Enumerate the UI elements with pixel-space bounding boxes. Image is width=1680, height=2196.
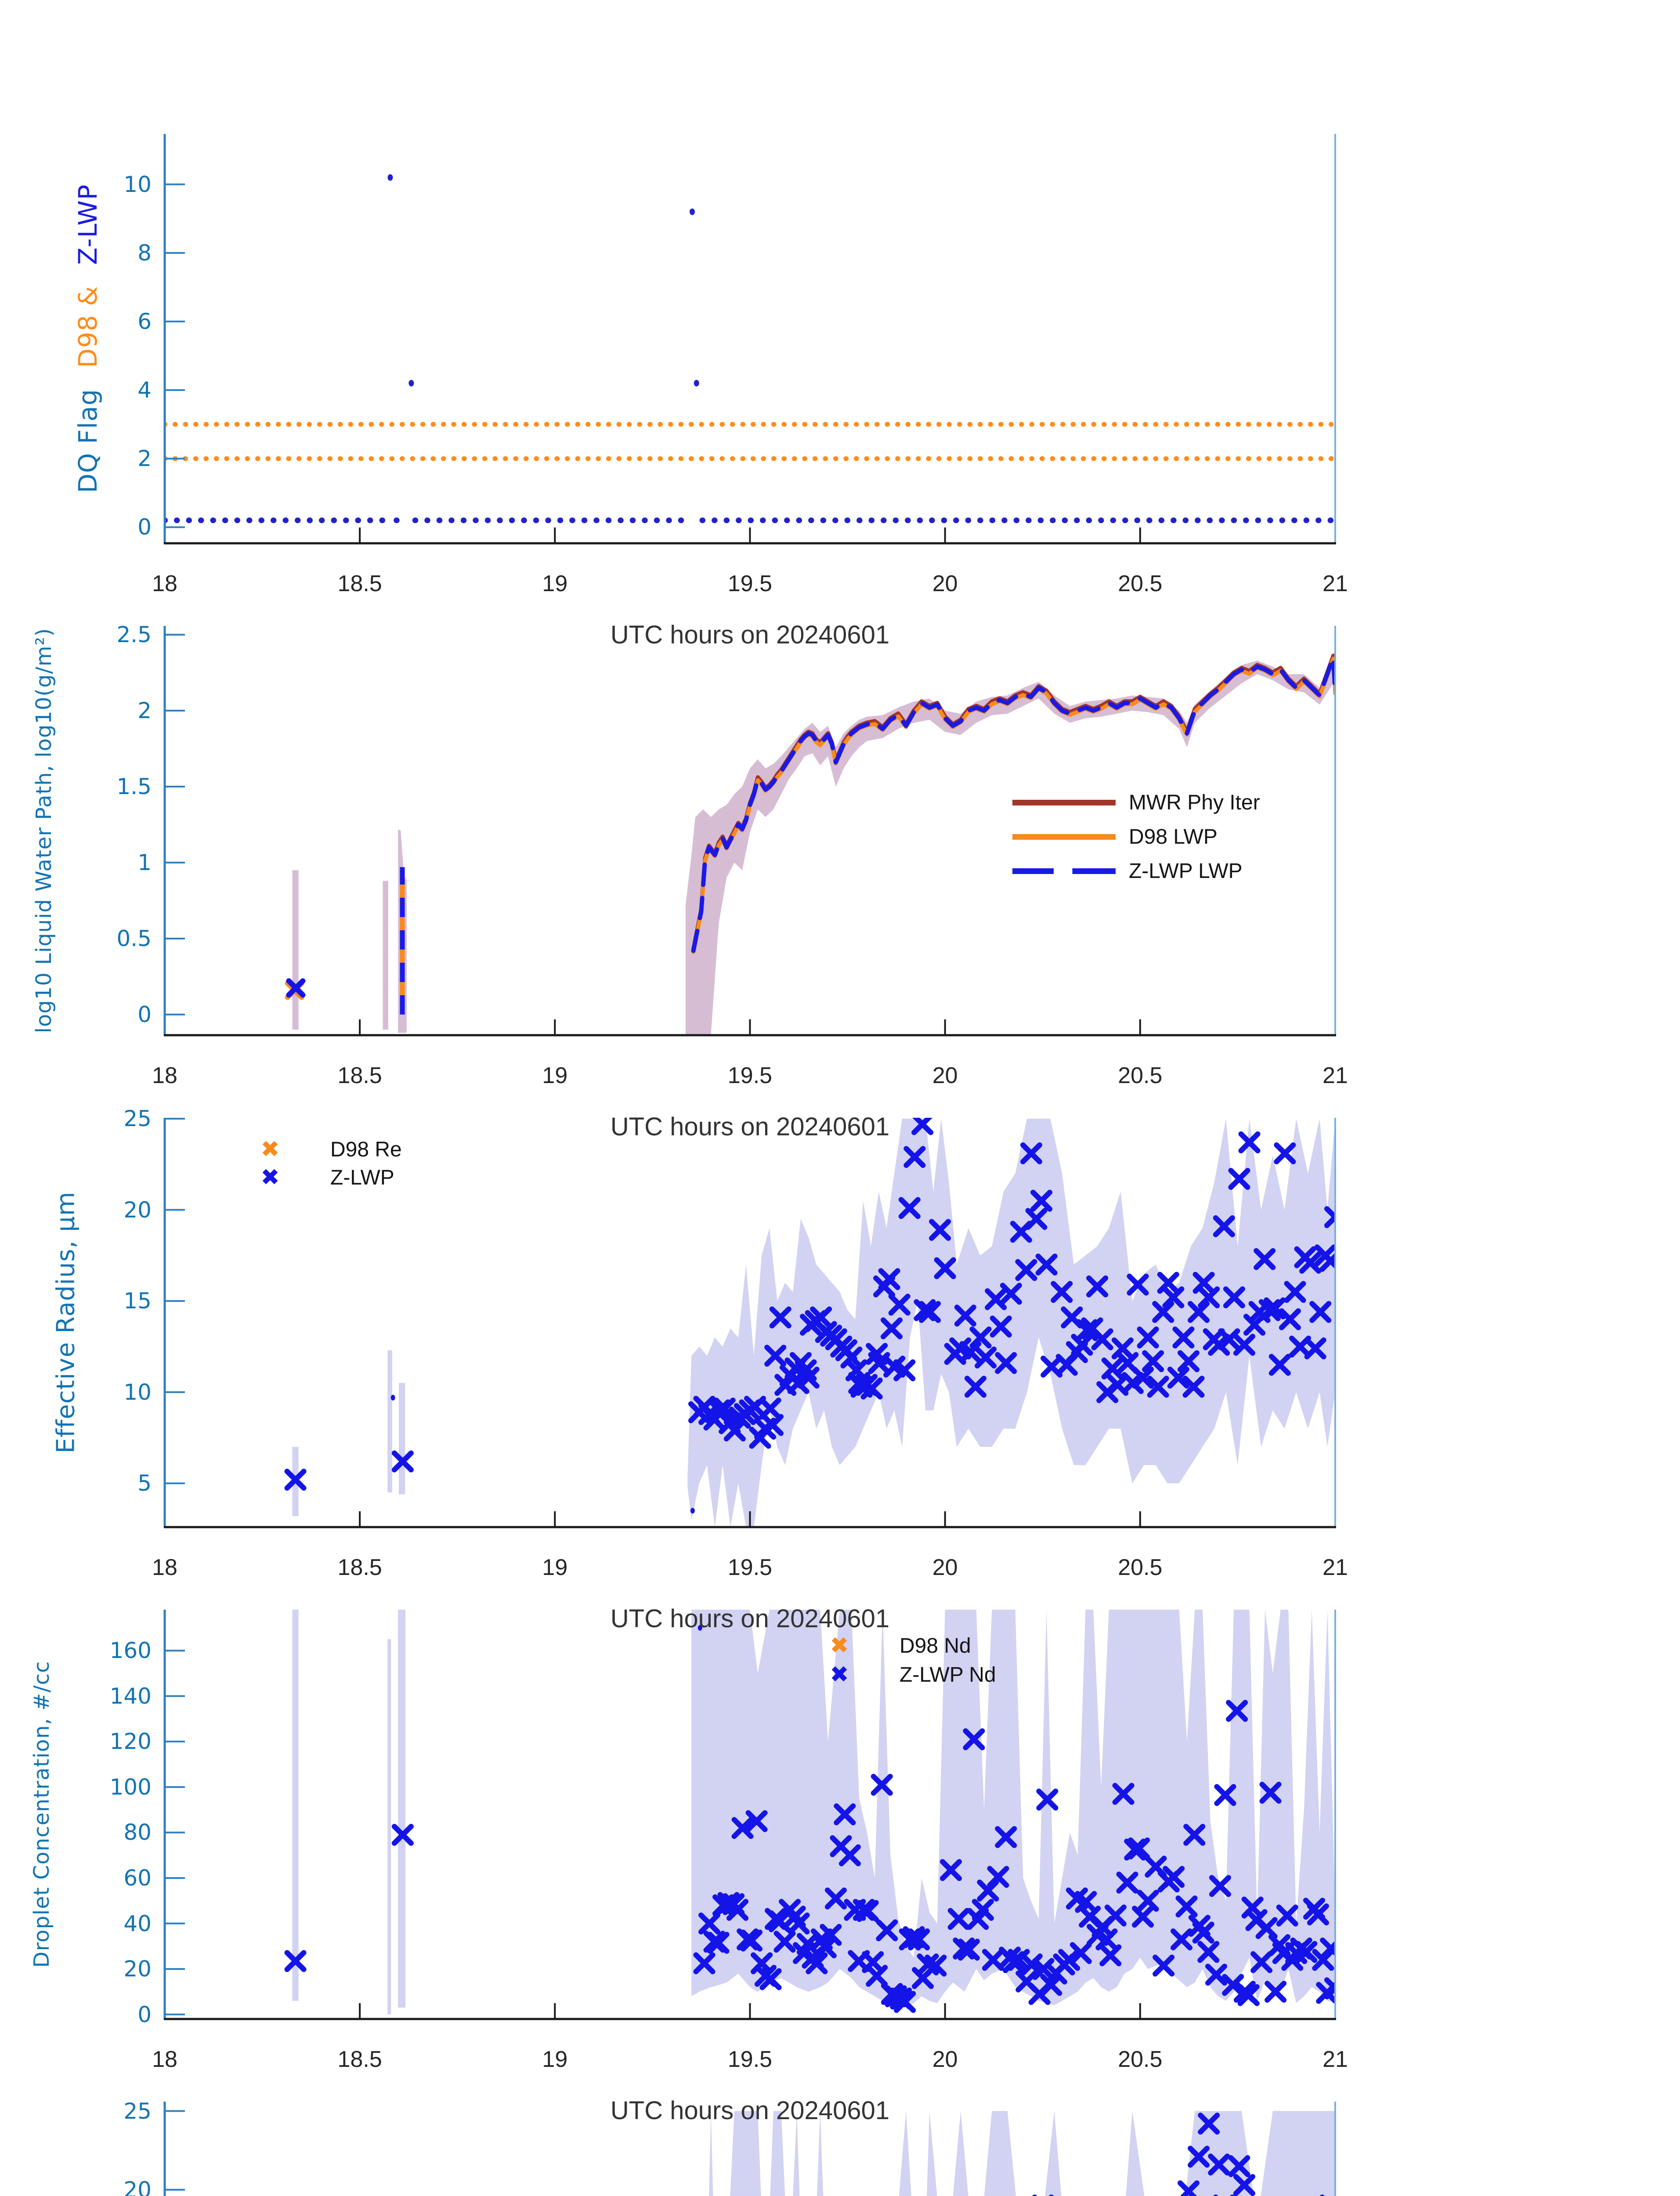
ylabel-part-d98: D98 &	[73, 285, 103, 368]
x-tick-label: 19.5	[727, 1063, 773, 1088]
y-tick-label: 15	[123, 1288, 152, 1314]
x-tick-label: 18.5	[337, 1555, 382, 1580]
x-tick-label: 20.5	[1118, 1555, 1163, 1580]
x-tick-label: 20.5	[1118, 571, 1163, 596]
legend-label: D98 Re	[330, 1138, 402, 1161]
legend-item-d98-nd: ✖ D98 Nd	[828, 1631, 996, 1660]
y-tick-label: 120	[109, 1729, 152, 1755]
legend-swatch-x-marker-zlwp: ✖	[830, 1661, 849, 1688]
legend-label: D98 Nd	[900, 1634, 971, 1658]
legend-effective-radius: ✖ D98 Re ✖ Z-LWP	[259, 1135, 402, 1192]
legend-item-mwr-phy-iter: MWR Phy Iter	[1012, 785, 1260, 820]
x-tick-label: 21	[1322, 1555, 1348, 1580]
legend-label: MWR Phy Iter	[1129, 791, 1260, 814]
legend-lwp: MWR Phy Iter D98 LWP Z-LWP LWP	[1012, 785, 1260, 888]
legend-item-zlwp: ✖ Z-LWP	[259, 1163, 402, 1192]
x-tick-label: 19	[542, 571, 568, 596]
y-tick-label: 0	[137, 1001, 152, 1027]
x-tick-label: 20	[932, 1555, 958, 1580]
y-tick-label: 25	[123, 1106, 152, 1132]
y-axis-label-effective-radius: Effective Radius, μm	[52, 1185, 80, 1460]
legend-swatch-dashed-line-zlwp	[1012, 868, 1116, 874]
y-tick-label: 5	[137, 1470, 152, 1496]
legend-label: D98 LWP	[1129, 825, 1218, 849]
y-tick-label: 10	[123, 171, 152, 197]
y-tick-label: 6	[137, 308, 152, 334]
y-tick-label: 10	[123, 1379, 152, 1405]
x-axis-label: UTC hours on 20240601	[610, 1112, 890, 1141]
y-tick-label: 4	[137, 377, 152, 403]
y-tick-label: 2	[137, 698, 152, 724]
y-tick-label: 20	[123, 1197, 152, 1223]
y-tick-label: 100	[109, 1774, 152, 1800]
y-tick-label: 160	[109, 1638, 152, 1664]
legend-item-zlwp-nd: ✖ Z-LWP Nd	[828, 1660, 996, 1689]
x-tick-label: 20	[932, 1063, 958, 1088]
y-tick-label: 1.5	[116, 774, 152, 800]
ylabel-part-dq-flag: DQ Flag	[73, 389, 103, 493]
x-tick-label: 19	[542, 1063, 568, 1088]
x-tick-label: 20.5	[1118, 2047, 1163, 2072]
ylabel-text: Effective Radius, μm	[51, 1191, 80, 1454]
x-tick-label: 18	[152, 571, 177, 596]
x-tick-label: 20	[932, 2047, 958, 2072]
y-tick-label: 40	[123, 1911, 152, 1936]
y-tick-label: 8	[137, 240, 152, 266]
y-tick-label: 80	[123, 1820, 152, 1846]
legend-swatch-x-marker-d98: ✖	[830, 1633, 849, 1659]
x-axis-label: UTC hours on 20240601	[610, 1604, 890, 1633]
legend-label: Z-LWP LWP	[1129, 859, 1243, 883]
y-axis-label-dq-flag: DQ Flag D98 & Z-LWP	[73, 178, 103, 499]
legend-item-zlwp-lwp: Z-LWP LWP	[1012, 854, 1260, 888]
ylabel-text: Droplet Concentration, #/cc	[29, 1661, 54, 1968]
legend-swatch-line-mwr	[1012, 799, 1116, 805]
y-axis-label-droplet-concentration: Droplet Concentration, #/cc	[29, 1655, 54, 1974]
x-tick-label: 19.5	[727, 1555, 773, 1580]
x-tick-label: 18.5	[337, 571, 382, 596]
x-tick-label: 18.5	[337, 2047, 382, 2072]
y-tick-label: 20	[123, 1956, 152, 1982]
legend-label: Z-LWP Nd	[900, 1663, 996, 1687]
y-tick-label: 60	[123, 1865, 152, 1891]
x-tick-label: 19	[542, 1555, 568, 1580]
legend-item-d98-lwp: D98 LWP	[1012, 820, 1260, 854]
x-tick-label: 18	[152, 1063, 177, 1088]
y-tick-label: 0.5	[116, 925, 152, 951]
y-tick-label: 140	[109, 1683, 152, 1709]
x-axis-label: UTC hours on 20240601	[610, 2096, 890, 2125]
y-tick-label: 1	[137, 849, 152, 875]
x-tick-label: 20	[932, 571, 958, 596]
x-tick-label: 18	[152, 2047, 177, 2072]
legend-swatch-x-marker-d98: ✖	[260, 1136, 280, 1163]
x-tick-label: 18.5	[337, 1063, 382, 1088]
y-tick-label: 20	[123, 2177, 152, 2196]
x-tick-label: 21	[1322, 1063, 1348, 1088]
y-tick-label: 0	[137, 514, 152, 540]
legend-item-d98-re: ✖ D98 Re	[259, 1135, 402, 1163]
ylabel-text: log10 Liquid Water Path, log10(g/m²)	[32, 628, 56, 1033]
x-tick-label: 21	[1322, 2047, 1348, 2072]
x-tick-label: 18	[152, 1555, 177, 1580]
y-tick-label: 2	[137, 446, 152, 472]
x-tick-label: 20.5	[1118, 1063, 1163, 1088]
legend-swatch-line-d98	[1012, 834, 1116, 840]
y-tick-label: 2.5	[116, 622, 152, 648]
legend-droplet-concentration: ✖ D98 Nd ✖ Z-LWP Nd	[828, 1631, 996, 1689]
legend-label: Z-LWP	[330, 1166, 394, 1189]
y-tick-label: 0	[137, 2001, 152, 2027]
ylabel-part-zlwp: Z-LWP	[73, 184, 103, 265]
y-axis-label-lwp: log10 Liquid Water Path, log10(g/m²)	[32, 622, 56, 1040]
x-tick-label: 19.5	[727, 2047, 773, 2072]
x-tick-label: 19.5	[727, 571, 773, 596]
legend-swatch-x-marker-zlwp: ✖	[260, 1164, 280, 1191]
y-tick-label: 25	[123, 2098, 152, 2124]
x-tick-label: 19	[542, 2047, 568, 2072]
x-axis-label: UTC hours on 20240601	[610, 621, 890, 649]
x-tick-label: 21	[1322, 571, 1348, 596]
